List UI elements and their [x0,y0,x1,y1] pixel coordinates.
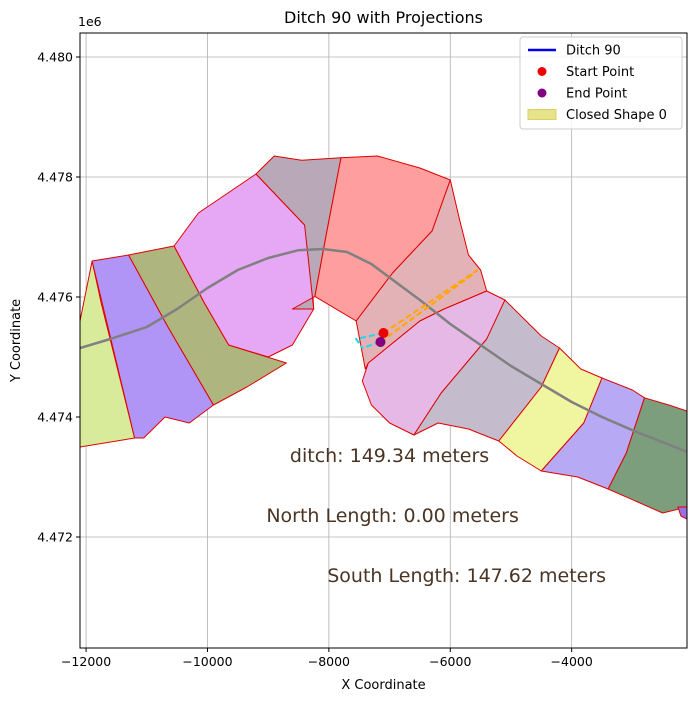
y-tick-label: 4.476 [37,290,73,305]
legend-patch-swatch [527,109,557,120]
y-tick-label: 4.478 [37,170,73,185]
legend-box [519,36,683,130]
x-tick-label: −4000 [551,654,593,669]
south-projection-line [379,272,476,343]
y-offset-label: 1e6 [78,14,102,29]
annotation-text: North Length: 0.00 meters [266,505,519,527]
start-point-marker [378,328,389,338]
legend-marker-swatch [537,67,547,76]
closed-shape-polygon [677,506,687,520]
y-axis-label: Y Coordinate [9,299,24,383]
legend-label: Closed Shape 0 [566,108,667,123]
annotation-text: ditch: 149.34 meters [290,445,489,467]
closed-shape-layer [80,155,687,520]
annotation-text: South Length: 147.62 meters [327,565,606,587]
legend-label: End Point [566,87,627,102]
x-tick-label: −12000 [61,654,111,669]
y-tick-label: 4.472 [37,530,73,545]
y-tick-label: 4.480 [37,50,73,65]
south-projection-line [382,269,479,334]
annotation-layer: ditch: 149.34 meters North Length: 0.00 m… [266,445,606,587]
x-axis-label: X Coordinate [341,678,425,693]
plot-frame [79,32,688,649]
tick-layer: −12000 −10000 −8000 −6000 −4000 4.472 4.474 4.4… [37,50,593,670]
legend-label: Start Point [566,65,634,80]
x-tick-label: −6000 [429,654,471,669]
closed-shape-polygon [607,397,687,514]
north-projection-line [354,332,384,349]
point-layer [375,328,389,347]
chart-title: Ditch 90 with Projections [284,8,483,27]
legend-marker-swatch [537,88,547,98]
centerline [80,247,687,453]
legend: Ditch 90 Start Point End Point Closed Shape… [519,36,683,130]
legend-label: Ditch 90 [566,44,621,59]
end-point-marker [375,337,386,347]
x-tick-label: −8000 [308,654,350,669]
x-tick-label: −10000 [182,654,232,669]
y-tick-label: 4.474 [37,410,73,425]
closed-shape-polygon [413,299,560,442]
